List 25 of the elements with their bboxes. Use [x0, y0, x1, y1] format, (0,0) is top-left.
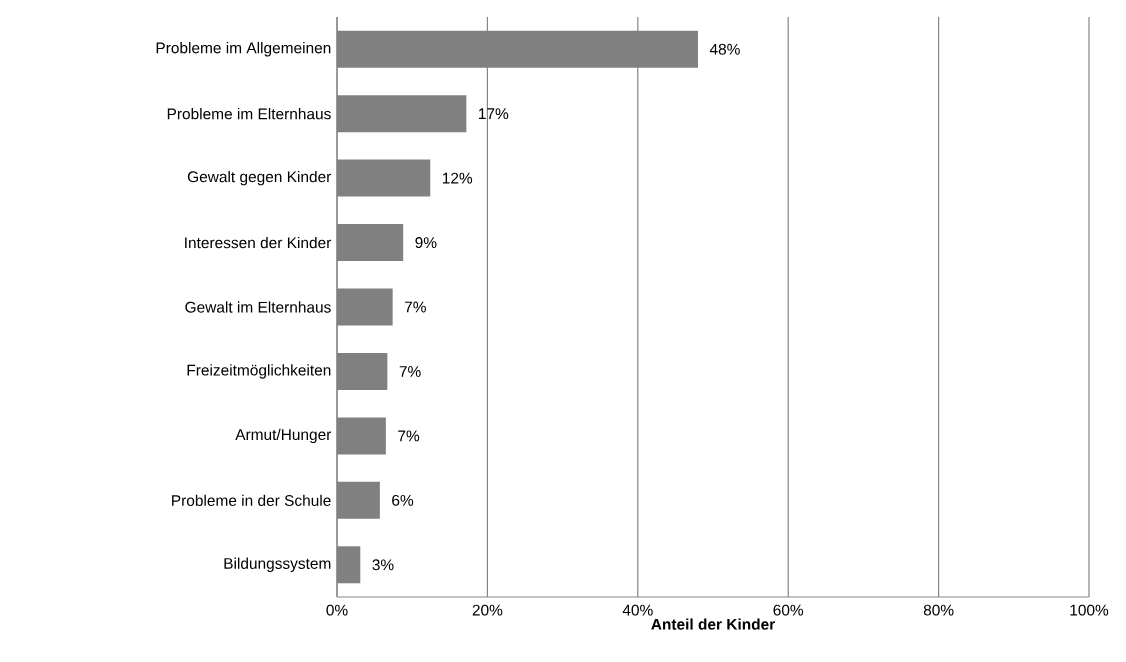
x-axis-title: Anteil der Kinder	[651, 618, 775, 630]
y-tick-label: Freizeitmöglichkeiten	[187, 364, 331, 379]
data-label: 7%	[404, 301, 426, 313]
y-tick-label: Interessen der Kinder	[185, 236, 332, 249]
x-tick-label: 80%	[923, 604, 954, 616]
x-tick-label: 60%	[773, 604, 804, 616]
data-label: 17%	[479, 108, 509, 120]
y-tick-label: Bildungssystem	[224, 557, 331, 572]
data-label: 3%	[372, 559, 394, 571]
y-tick-label: Probleme in der Schule	[172, 494, 331, 507]
y-tick-label: Gewalt gegen Kinder	[187, 170, 332, 186]
y-tick-label: Probleme im Elternhaus	[167, 108, 331, 120]
data-label: 9%	[415, 237, 437, 249]
data-label: 48%	[709, 43, 740, 55]
x-tick-label: 20%	[472, 604, 503, 616]
x-tick-label: 0%	[326, 604, 348, 616]
x-tick-label: 100%	[1070, 604, 1109, 616]
x-tick-label: 40%	[622, 604, 653, 616]
data-label: 6%	[392, 494, 414, 506]
data-label: 12%	[442, 172, 473, 184]
data-label: 7%	[398, 430, 420, 442]
y-tick-label: Probleme im Allgemeinen	[156, 42, 331, 57]
y-tick-label: Gewalt im Elternhaus	[185, 301, 331, 313]
data-label: 7%	[399, 366, 421, 377]
y-tick-label: Armut/Hunger	[235, 428, 332, 444]
